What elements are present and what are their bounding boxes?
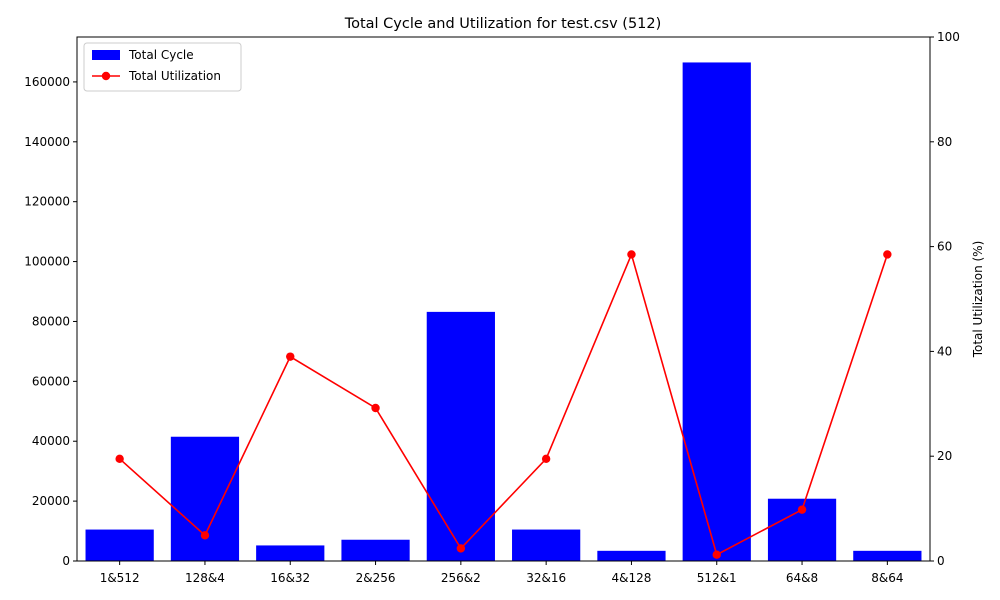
point-total-utilization — [371, 403, 380, 413]
y-left-tick-label: 60000 — [32, 374, 70, 388]
x-tick-label: 256&2 — [441, 571, 481, 585]
y-right-tick-label: 80 — [937, 135, 952, 149]
y-left-tick-label: 20000 — [32, 494, 70, 508]
legend-box — [83, 42, 242, 92]
x-tick-label: 8&64 — [871, 571, 903, 585]
y-left-tick-label: 100000 — [24, 255, 70, 269]
point-total-utilization — [797, 505, 807, 514]
point-total-utilization — [115, 454, 124, 464]
plot-frame — [76, 36, 931, 562]
bar-total-cycle — [170, 436, 240, 561]
point-total-utilization — [200, 531, 210, 540]
legend-swatch-total-cycle — [92, 50, 120, 60]
y-right-tick-label: 20 — [937, 449, 952, 463]
legend-label-total-utilization: Total Utilization — [128, 69, 221, 83]
y-left-tick-label: 80000 — [32, 314, 70, 328]
x-tick-label: 128&4 — [185, 571, 225, 585]
point-total-utilization — [712, 550, 721, 559]
bar-total-cycle — [853, 550, 922, 561]
point-total-utilization — [286, 352, 295, 361]
bar-total-cycle — [512, 529, 581, 561]
bar-total-cycle — [426, 311, 495, 561]
y-left-tick-label: 0 — [62, 554, 70, 568]
chart-title: Total Cycle and Utilization for test.csv… — [344, 16, 662, 32]
y-right-tick-label: 100 — [937, 30, 960, 44]
bar-total-cycle — [256, 545, 325, 561]
y-left-tick-label: 40000 — [32, 434, 70, 448]
y-left-tick-label: 140000 — [24, 135, 70, 149]
legend-marker-total-utilization — [101, 71, 111, 81]
x-tick-label: 16&32 — [270, 571, 310, 585]
bar-total-cycle — [341, 539, 410, 561]
x-tick-label: 1&512 — [100, 571, 140, 585]
bar-total-cycle — [682, 62, 751, 562]
plot-area: 0 20000 40000 60000 80000 100000 120000 140000 1… — [24, 30, 960, 585]
x-tick-label: 32&16 — [526, 571, 566, 585]
point-total-utilization — [541, 454, 551, 464]
x-tick-label: 4&128 — [611, 571, 651, 585]
bar-total-cycle — [597, 550, 666, 561]
point-total-utilization — [627, 250, 636, 259]
point-total-utilization — [883, 250, 892, 259]
x-tick-label: 2&256 — [356, 571, 396, 585]
line-total-utilization — [119, 252, 889, 556]
y-right-tick-label: 60 — [937, 240, 952, 254]
bar-total-cycle — [85, 529, 154, 561]
y-axis-right-label: Total Utilization (%) — [971, 241, 985, 359]
x-tick-label: 64&8 — [786, 571, 818, 585]
x-tick-label: 512&1 — [697, 571, 737, 585]
y-left-tick-label: 120000 — [24, 195, 70, 209]
y-right-tick-label: 40 — [937, 344, 952, 358]
legend-label-total-cycle: Total Cycle — [128, 48, 194, 62]
y-right-tick-label: 0 — [937, 554, 945, 568]
y-left-tick-label: 160000 — [24, 75, 70, 89]
point-total-utilization — [456, 544, 466, 553]
